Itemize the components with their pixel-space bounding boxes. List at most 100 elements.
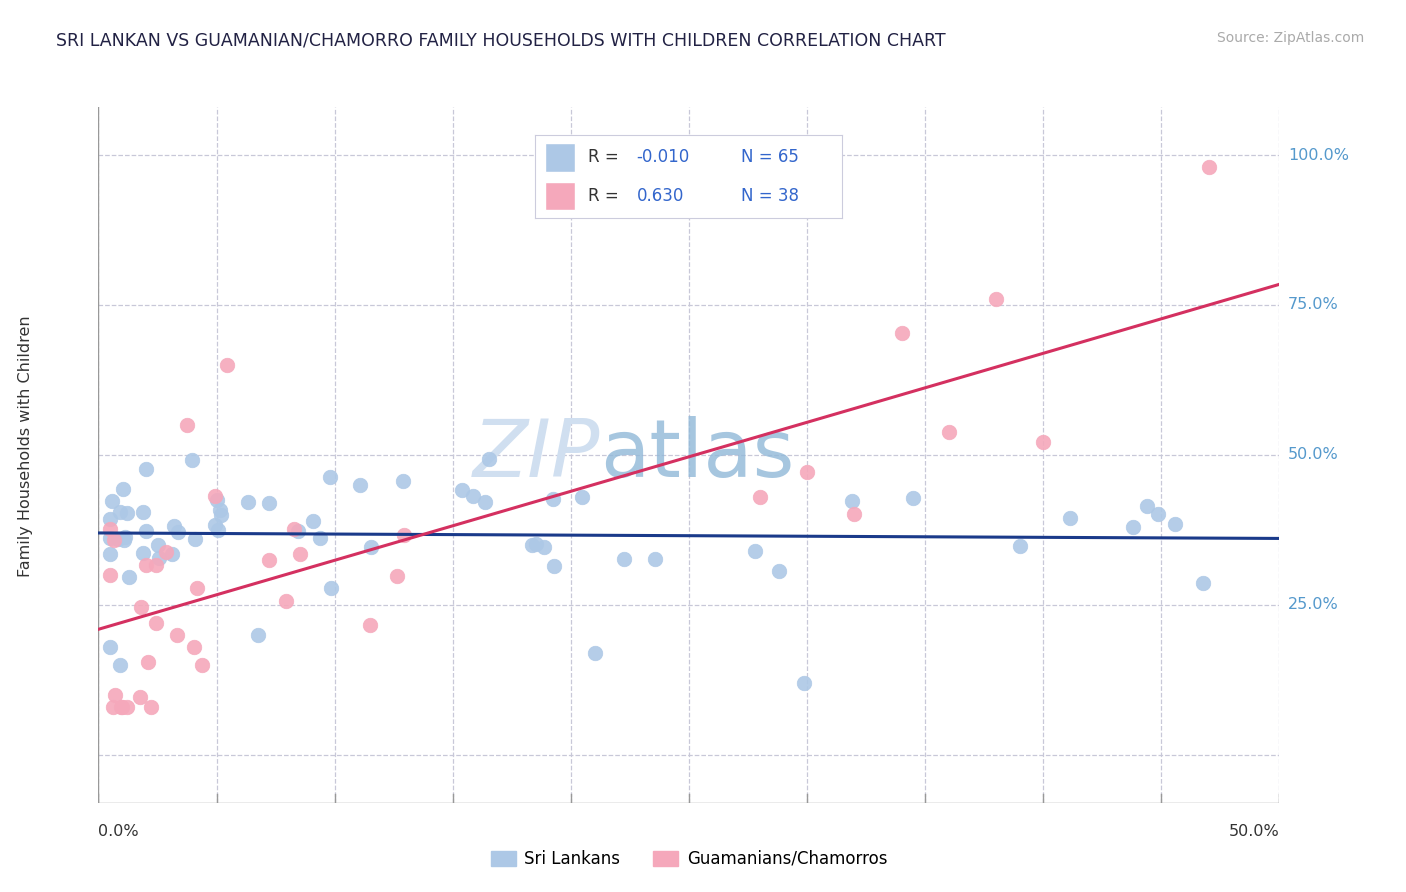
Point bbox=[524, 537, 547, 551]
Point bbox=[541, 492, 564, 507]
Point bbox=[135, 524, 157, 538]
Point bbox=[135, 558, 157, 572]
Point bbox=[748, 490, 770, 504]
Point bbox=[155, 544, 177, 558]
Point bbox=[474, 495, 496, 509]
Point bbox=[163, 519, 186, 533]
Point bbox=[160, 547, 183, 561]
Point bbox=[107, 533, 129, 547]
Point bbox=[1122, 520, 1144, 534]
Point bbox=[183, 640, 205, 654]
Point bbox=[890, 326, 912, 340]
Point bbox=[209, 508, 232, 522]
Point bbox=[533, 540, 555, 554]
Text: 50.0%: 50.0% bbox=[1229, 824, 1279, 838]
Point bbox=[1198, 160, 1220, 174]
Text: R =: R = bbox=[588, 148, 624, 167]
Point bbox=[190, 657, 212, 672]
Point bbox=[110, 699, 132, 714]
Point bbox=[104, 688, 127, 702]
Point bbox=[319, 470, 342, 484]
FancyBboxPatch shape bbox=[544, 144, 575, 171]
Point bbox=[204, 518, 226, 533]
Point bbox=[461, 490, 484, 504]
Point bbox=[768, 565, 790, 579]
Point bbox=[451, 483, 474, 498]
Text: Source: ZipAtlas.com: Source: ZipAtlas.com bbox=[1216, 31, 1364, 45]
Text: SRI LANKAN VS GUAMANIAN/CHAMORRO FAMILY HOUSEHOLDS WITH CHILDREN CORRELATION CHA: SRI LANKAN VS GUAMANIAN/CHAMORRO FAMILY … bbox=[56, 31, 946, 49]
Point bbox=[146, 538, 169, 552]
Point bbox=[129, 600, 152, 615]
FancyBboxPatch shape bbox=[544, 182, 575, 210]
Point bbox=[205, 493, 228, 508]
Point bbox=[98, 640, 121, 654]
Point bbox=[644, 552, 666, 566]
Point bbox=[283, 522, 305, 536]
Point bbox=[110, 657, 132, 672]
Point bbox=[145, 558, 167, 572]
Point bbox=[111, 482, 134, 496]
Legend: Sri Lankans, Guamanians/Chamorros: Sri Lankans, Guamanians/Chamorros bbox=[484, 843, 894, 874]
Text: N = 38: N = 38 bbox=[741, 186, 799, 205]
Point bbox=[796, 465, 818, 479]
Text: 75.0%: 75.0% bbox=[1288, 297, 1339, 312]
Point bbox=[287, 524, 309, 538]
Point bbox=[217, 358, 239, 372]
Point bbox=[385, 569, 408, 583]
Point bbox=[1032, 435, 1054, 450]
Point bbox=[247, 628, 270, 642]
Point bbox=[841, 494, 863, 508]
Point bbox=[101, 699, 124, 714]
Point bbox=[186, 581, 208, 595]
Point bbox=[613, 552, 636, 566]
Point bbox=[844, 508, 866, 522]
Text: Family Households with Children: Family Households with Children bbox=[18, 315, 32, 577]
Point bbox=[319, 582, 342, 596]
Point bbox=[118, 570, 141, 584]
Text: R =: R = bbox=[588, 186, 628, 205]
Point bbox=[111, 699, 134, 714]
Text: 25.0%: 25.0% bbox=[1288, 598, 1339, 613]
Point bbox=[166, 524, 188, 539]
Point bbox=[1059, 510, 1081, 524]
Point bbox=[114, 533, 136, 547]
Point bbox=[129, 690, 152, 704]
Point bbox=[98, 531, 121, 545]
Point bbox=[793, 676, 815, 690]
Point bbox=[903, 491, 925, 505]
Point bbox=[1135, 499, 1157, 513]
Point bbox=[391, 474, 413, 488]
Point bbox=[1008, 539, 1031, 553]
Text: ZIP: ZIP bbox=[472, 416, 600, 494]
Point bbox=[290, 547, 312, 561]
Point bbox=[1192, 575, 1215, 590]
Point bbox=[938, 425, 960, 439]
Point bbox=[132, 505, 155, 519]
Point bbox=[148, 551, 170, 566]
Text: -0.010: -0.010 bbox=[637, 148, 690, 167]
Point bbox=[136, 655, 159, 669]
Text: atlas: atlas bbox=[600, 416, 794, 494]
Point bbox=[274, 593, 297, 607]
Point bbox=[583, 646, 606, 660]
Point bbox=[257, 553, 280, 567]
Point bbox=[110, 505, 132, 519]
Point bbox=[238, 495, 260, 509]
Text: 50.0%: 50.0% bbox=[1288, 448, 1339, 462]
Point bbox=[259, 496, 281, 510]
Point bbox=[208, 503, 231, 517]
Text: 100.0%: 100.0% bbox=[1288, 147, 1348, 162]
Point bbox=[117, 506, 139, 520]
Point bbox=[1164, 517, 1187, 532]
Point bbox=[392, 528, 415, 542]
Point bbox=[207, 523, 229, 537]
Text: 0.630: 0.630 bbox=[637, 186, 685, 205]
Point bbox=[360, 541, 382, 555]
Point bbox=[1147, 507, 1170, 521]
Point bbox=[132, 546, 155, 560]
Point bbox=[302, 514, 325, 528]
Point bbox=[114, 530, 136, 544]
Point bbox=[744, 543, 766, 558]
Point bbox=[100, 494, 122, 508]
Point bbox=[103, 533, 125, 547]
